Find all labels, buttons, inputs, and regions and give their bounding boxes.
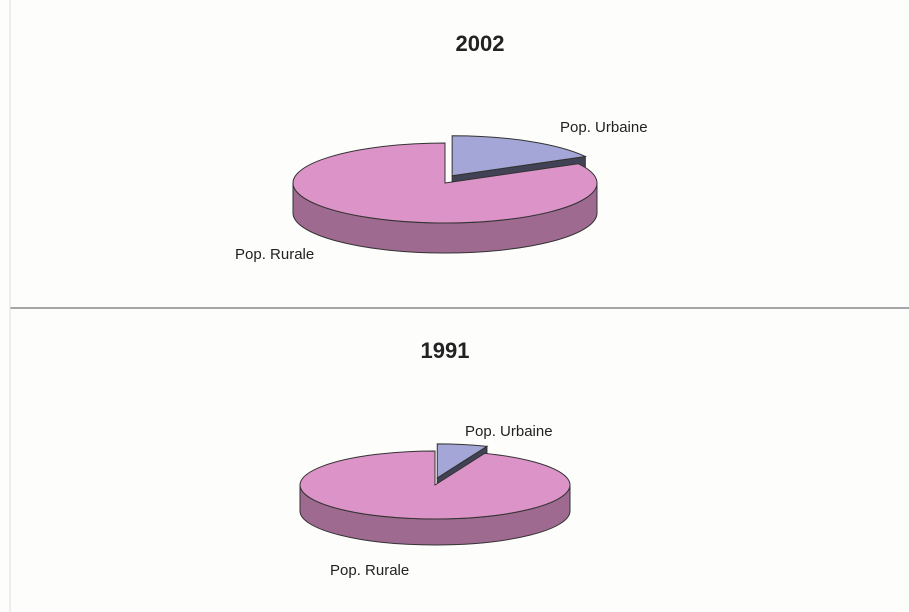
slice-label: Pop. Urbaine <box>465 423 553 440</box>
slice-label: Pop. Rurale <box>235 246 314 263</box>
chart-title: 2002 <box>456 31 505 56</box>
slice-label: Pop. Urbaine <box>560 119 648 136</box>
pie-slice <box>299 450 571 520</box>
chart-title: 1991 <box>421 338 470 363</box>
pie-slice <box>292 142 598 224</box>
slice-label: Pop. Rurale <box>330 562 409 579</box>
pie-slice <box>436 443 489 479</box>
pie-slice <box>451 135 588 177</box>
